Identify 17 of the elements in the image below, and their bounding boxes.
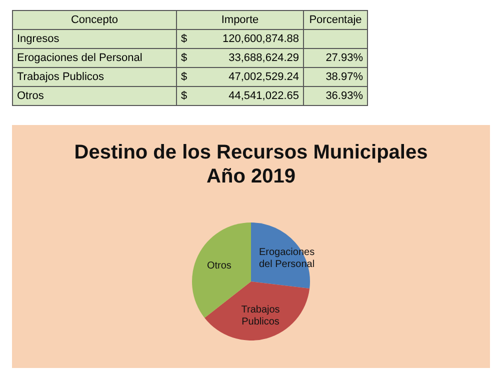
data-label: $ 120,600,874.88 — [176, 30, 304, 48]
data-label: 27.93% — [304, 48, 368, 68]
data-label: 36.93% — [304, 86, 368, 106]
series-label: Importe — [176, 10, 304, 30]
category-label: Otros — [12, 86, 176, 106]
category-label: Trabajos Publicos — [12, 68, 176, 86]
category-label: Erogaciones del Personal — [12, 48, 176, 68]
data-label: 38.97% — [304, 68, 368, 86]
slice-label: Otros — [206, 260, 232, 272]
chart-title: Destino de los Recursos Municipales Año 2019 — [74, 142, 428, 188]
category-label: Ingresos — [12, 30, 176, 48]
data-label: $ 47,002,529.24 — [176, 68, 304, 86]
text: Concepto — [12, 10, 176, 30]
data-label: $ 33,688,624.29 — [176, 48, 304, 68]
slice-label: Trabajos Publicos — [241, 304, 280, 328]
text: Porcentaje — [304, 10, 368, 30]
data-label: $ 44,541,022.65 — [176, 86, 304, 106]
